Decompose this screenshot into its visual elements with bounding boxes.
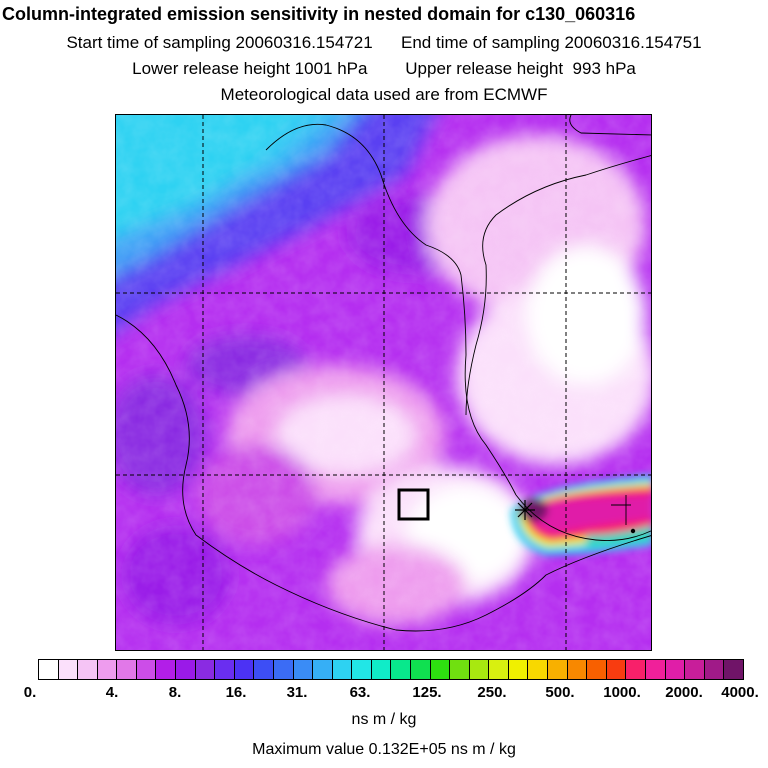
colorbar-segment — [450, 660, 470, 679]
colorbar-segment — [215, 660, 235, 679]
colorbar-segment — [430, 660, 451, 679]
colorbar-segment — [548, 660, 568, 679]
colorbar-tick-label: 4000. — [721, 684, 759, 701]
colorbar-segment — [117, 660, 137, 679]
colorbar-segment — [489, 660, 509, 679]
colorbar-segment — [469, 660, 490, 679]
colorbar-tick-label: 125. — [412, 684, 442, 701]
upper-release-height: Upper release height 993 hPa — [405, 59, 636, 78]
colorbar-tick-label: 4. — [105, 684, 119, 701]
colorbar-segment — [567, 660, 588, 679]
colorbar-segment — [724, 660, 743, 679]
colorbar-segment — [254, 660, 274, 679]
end-time: End time of sampling 20060316.154751 — [401, 33, 702, 52]
colorbar-segment — [156, 660, 177, 679]
colorbar-segment — [391, 660, 411, 679]
colorbar-segment — [606, 660, 627, 679]
colorbar-segment — [39, 660, 59, 679]
colorbar-segment — [685, 660, 705, 679]
colorbar-segment — [136, 660, 157, 679]
maximum-value: Maximum value 0.132E+05 ns m / kg — [252, 741, 516, 758]
colorbar-segment — [58, 660, 79, 679]
colorbar-segment — [626, 660, 646, 679]
colorbar-segment — [508, 660, 529, 679]
colorbar-tick-label: 500. — [545, 684, 575, 701]
colorbar-segment — [234, 660, 255, 679]
colorbar-segment — [645, 660, 666, 679]
colorbar-segment — [293, 660, 314, 679]
colorbar-tick-label: 250. — [477, 684, 507, 701]
colorbar — [38, 659, 744, 680]
colorbar-segment — [176, 660, 196, 679]
colorbar-segment — [528, 660, 549, 679]
colorbar-tick-label: 2000. — [665, 684, 703, 701]
met-data-source: Meteorological data used are from ECMWF — [220, 85, 548, 104]
start-time: Start time of sampling 20060316.154721 — [66, 33, 373, 52]
colorbar-segment — [273, 660, 294, 679]
colorbar-segment — [665, 660, 686, 679]
colorbar-tick-label: 63. — [349, 684, 371, 701]
colorbar-segment — [313, 660, 333, 679]
colorbar-segment — [332, 660, 353, 679]
colorbar-units: ns m / kg — [351, 711, 417, 728]
colorbar-tick-label: 1000. — [603, 684, 641, 701]
sensitivity-map — [115, 114, 652, 651]
release-heights: Lower release height 1001 hPa Upper rele… — [0, 59, 768, 79]
colorbar-segment — [195, 660, 216, 679]
colorbar-segment — [371, 660, 392, 679]
colorbar-tick-label: 31. — [286, 684, 308, 701]
colorbar-segment — [97, 660, 118, 679]
sampling-times: Start time of sampling 20060316.154721 E… — [0, 33, 768, 53]
colorbar-segment — [587, 660, 607, 679]
star-marker — [515, 500, 535, 520]
colorbar-segment — [410, 660, 431, 679]
colorbar-segment — [78, 660, 98, 679]
release-location-box — [397, 488, 430, 521]
colorbar-tick-label: 0. — [23, 684, 37, 701]
plot-title: Column-integrated emission sensitivity i… — [2, 4, 636, 24]
colorbar-segment — [352, 660, 372, 679]
colorbar-segment — [704, 660, 725, 679]
colorbar-tick-label: 16. — [225, 684, 247, 701]
lower-release-height: Lower release height 1001 hPa — [132, 59, 368, 78]
colorbar-tick-label: 8. — [168, 684, 182, 701]
